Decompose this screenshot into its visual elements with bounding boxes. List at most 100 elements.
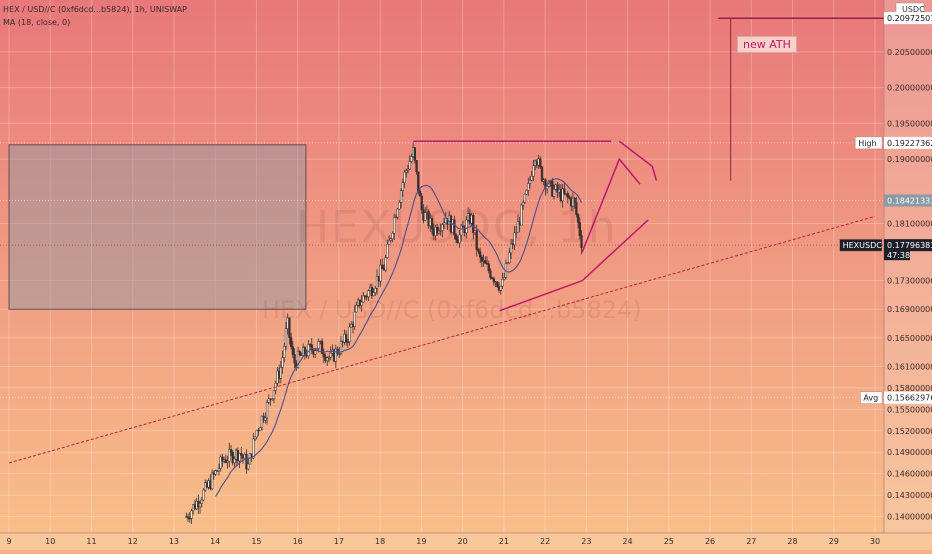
- candle-body: [513, 232, 516, 246]
- time-tick-label: 16: [293, 537, 303, 546]
- candle-body: [344, 333, 348, 343]
- candle-body: [442, 222, 446, 225]
- candle-body: [520, 204, 523, 226]
- price-tick-label: 0.1400000000: [887, 513, 932, 522]
- candle-body: [293, 354, 296, 364]
- candle-body: [320, 340, 324, 354]
- candle-body: [272, 390, 276, 400]
- candle-body: [252, 438, 255, 459]
- time-tick-label: 13: [169, 537, 179, 546]
- time-tick-label: 25: [664, 537, 674, 546]
- candle-body: [217, 468, 221, 472]
- candle-body: [231, 451, 234, 464]
- candle-body: [552, 189, 556, 197]
- ath-price-box: [884, 12, 932, 25]
- candle-body: [492, 278, 496, 283]
- high-tag-label: High: [858, 139, 876, 148]
- price-tick-label: 0.1580000000: [887, 384, 932, 393]
- candle-body: [296, 351, 300, 368]
- candle-body: [372, 292, 375, 296]
- time-tick-label: 15: [251, 537, 261, 546]
- time-tick-label: 24: [622, 537, 632, 546]
- candle-body: [460, 225, 463, 236]
- candle-body: [310, 344, 313, 351]
- candle-body: [387, 239, 391, 245]
- dotted-trendline[interactable]: [8, 215, 876, 464]
- time-axis-panel[interactable]: [0, 533, 932, 550]
- candle-body: [283, 346, 286, 358]
- candle-body: [436, 226, 439, 234]
- mid-price-label: 0.1842133365: [887, 196, 932, 205]
- candle-body: [575, 202, 578, 215]
- candle-body: [228, 449, 231, 462]
- high-tag-box: [854, 136, 883, 150]
- candle-body: [394, 216, 398, 219]
- price-axis-panel[interactable]: [884, 0, 932, 533]
- symbol-title: HEX / USD//C (0xf6dcd...b5824), 1h, UNIS…: [3, 5, 187, 14]
- candle-body: [288, 317, 291, 338]
- candle-body: [384, 257, 387, 271]
- candle-body: [253, 436, 257, 440]
- candle-body: [515, 231, 518, 234]
- candle-body: [367, 290, 370, 298]
- candle-body: [291, 346, 295, 355]
- candle-body: [255, 429, 258, 438]
- zone-rectangle[interactable]: [8, 144, 307, 310]
- candle-body: [353, 311, 356, 327]
- candle-body: [415, 160, 418, 173]
- candle-body: [458, 234, 461, 244]
- new-ath-annotation[interactable]: new ATH: [737, 36, 797, 53]
- support-line[interactable]: [499, 279, 583, 312]
- candle-body: [472, 214, 475, 234]
- candle-body: [326, 357, 329, 361]
- candle-body: [561, 188, 564, 202]
- candle-body: [202, 489, 205, 501]
- price-tick-label: 0.1430000000: [887, 491, 932, 500]
- lower-channel-line[interactable]: [581, 219, 649, 282]
- candle-body: [501, 279, 504, 287]
- candle-body: [281, 357, 284, 368]
- price-tick-label: 0.1460000000: [887, 470, 932, 479]
- ma-indicator-label[interactable]: MA (18, close, 0): [3, 18, 71, 27]
- projection-path[interactable]: [581, 157, 641, 253]
- candle-body: [259, 427, 262, 431]
- candle-body: [375, 275, 379, 289]
- candle-body: [477, 249, 480, 252]
- time-tick-label: 19: [416, 537, 426, 546]
- time-tick-label: 9: [6, 537, 11, 546]
- candle-body: [348, 326, 351, 343]
- candle-body: [389, 238, 392, 241]
- candle-body: [327, 357, 331, 359]
- candle-body: [314, 350, 317, 355]
- arrow-head[interactable]: [618, 140, 658, 181]
- candle-body: [491, 277, 494, 279]
- candle-body: [461, 225, 465, 228]
- candle-body: [398, 202, 401, 210]
- candle-body: [454, 234, 458, 240]
- candle-body: [539, 158, 542, 168]
- candle-body: [238, 453, 241, 462]
- price-tick-label: 0.1950000000: [887, 119, 932, 128]
- candle-body: [247, 463, 250, 470]
- candle-body: [499, 285, 502, 291]
- candle-body: [475, 230, 478, 250]
- candle-body: [506, 262, 509, 264]
- last-tag-label: HEXUSDC: [843, 241, 883, 250]
- price-tick-label: 0.1520000000: [887, 427, 932, 436]
- candle-body: [339, 341, 343, 354]
- candle-body: [190, 510, 193, 519]
- high-price-label: 0.1922736296: [887, 139, 932, 148]
- candle-body: [221, 456, 224, 462]
- high-price-box: [884, 136, 932, 149]
- candle-body: [530, 175, 533, 181]
- candle-body: [566, 193, 569, 198]
- candle-body: [267, 398, 270, 403]
- candle-body: [532, 165, 535, 177]
- candle-body: [279, 367, 282, 379]
- candle-body: [198, 503, 202, 508]
- time-tick-label: 18: [375, 537, 385, 546]
- candle-body: [424, 212, 427, 221]
- candle-body: [257, 429, 260, 432]
